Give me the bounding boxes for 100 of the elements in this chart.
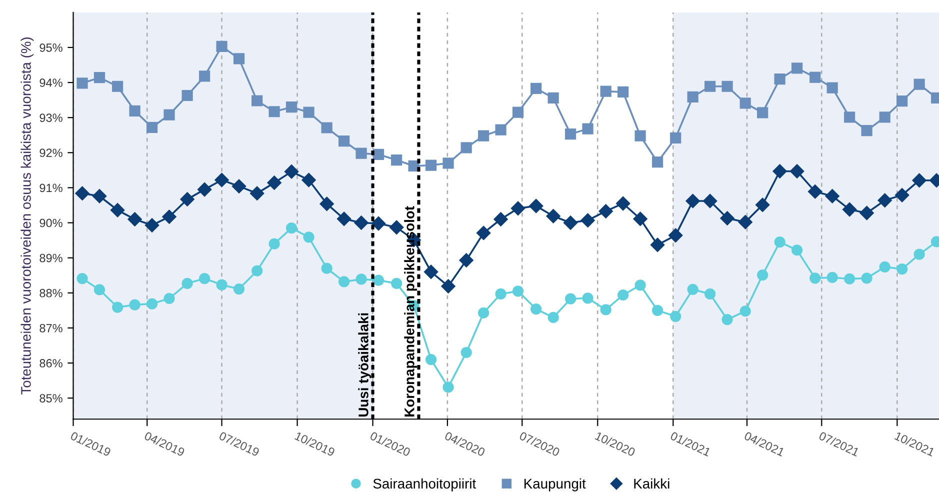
point bbox=[286, 102, 298, 113]
point bbox=[687, 284, 698, 295]
ref-line-label: Uusi työaikalaki bbox=[358, 313, 372, 417]
point bbox=[495, 124, 506, 136]
point bbox=[303, 232, 314, 243]
point bbox=[650, 238, 665, 252]
point bbox=[582, 123, 594, 134]
point bbox=[896, 264, 908, 275]
point bbox=[198, 70, 210, 82]
point bbox=[860, 206, 874, 220]
point bbox=[162, 210, 176, 224]
y-tick-label: 95% bbox=[40, 43, 62, 52]
point bbox=[600, 86, 612, 97]
point bbox=[564, 128, 576, 140]
point bbox=[652, 304, 664, 316]
point bbox=[720, 211, 734, 226]
point bbox=[563, 216, 578, 230]
legend-label: Kaikki bbox=[634, 478, 670, 489]
point bbox=[757, 269, 768, 281]
point bbox=[146, 122, 158, 133]
point bbox=[391, 278, 402, 289]
point bbox=[894, 188, 910, 202]
point bbox=[616, 196, 630, 211]
legend-label: Sairaanhoitopiirit bbox=[373, 478, 476, 492]
point bbox=[878, 193, 892, 208]
point bbox=[825, 189, 840, 204]
point bbox=[144, 218, 160, 232]
point bbox=[442, 158, 454, 169]
point bbox=[738, 214, 752, 230]
point bbox=[774, 73, 786, 85]
point bbox=[686, 194, 700, 208]
point bbox=[687, 91, 698, 102]
point bbox=[128, 212, 142, 226]
point bbox=[354, 216, 368, 230]
y-axis-title: Toteutuneiden vuorotoiveiden osuus kaikista vuoroista (%) bbox=[20, 38, 34, 395]
y-tick-label: 85% bbox=[40, 394, 62, 402]
point bbox=[284, 164, 299, 179]
point bbox=[321, 122, 332, 134]
point bbox=[180, 192, 194, 206]
point bbox=[478, 130, 490, 142]
point bbox=[670, 310, 682, 322]
point bbox=[424, 264, 438, 279]
point bbox=[879, 112, 890, 123]
point bbox=[564, 293, 576, 304]
point bbox=[182, 278, 193, 289]
point bbox=[722, 314, 733, 326]
point bbox=[459, 253, 474, 268]
point bbox=[478, 307, 490, 318]
point bbox=[861, 272, 872, 284]
point bbox=[861, 125, 872, 136]
y-tick-label: 92% bbox=[40, 148, 62, 158]
point bbox=[321, 262, 332, 274]
point bbox=[425, 354, 437, 366]
point bbox=[338, 136, 350, 147]
point bbox=[598, 204, 613, 218]
point bbox=[129, 299, 140, 310]
point bbox=[512, 106, 524, 118]
point bbox=[826, 82, 838, 94]
point bbox=[110, 203, 125, 218]
point bbox=[391, 154, 402, 166]
point bbox=[441, 279, 456, 294]
point bbox=[268, 238, 280, 250]
point bbox=[879, 261, 890, 273]
point bbox=[634, 280, 646, 291]
point bbox=[336, 212, 352, 226]
point bbox=[791, 244, 803, 256]
point bbox=[76, 78, 88, 89]
point bbox=[652, 156, 664, 168]
y-tick-label: 93% bbox=[40, 114, 62, 122]
y-tick-label: 88% bbox=[40, 288, 62, 298]
point bbox=[233, 53, 245, 64]
y-tick-label: 94% bbox=[40, 78, 62, 87]
point bbox=[844, 112, 856, 123]
point bbox=[528, 198, 544, 214]
point bbox=[164, 292, 175, 304]
ref-line-label: Koronapandemian poikkeusolot bbox=[404, 206, 418, 416]
y-tick-label: 86% bbox=[40, 359, 62, 368]
point bbox=[546, 209, 560, 224]
point bbox=[791, 62, 803, 74]
point bbox=[303, 106, 314, 118]
point bbox=[844, 273, 856, 284]
point bbox=[476, 226, 491, 240]
point bbox=[76, 272, 88, 284]
point bbox=[722, 80, 733, 92]
point bbox=[338, 276, 350, 288]
point bbox=[600, 304, 612, 316]
point bbox=[580, 213, 595, 228]
point bbox=[618, 289, 629, 301]
point bbox=[702, 194, 718, 208]
point bbox=[548, 92, 559, 104]
point bbox=[774, 236, 786, 248]
point bbox=[633, 212, 648, 226]
point bbox=[250, 186, 264, 200]
point bbox=[371, 216, 386, 231]
y-tick-label: 87% bbox=[40, 324, 62, 332]
point bbox=[896, 96, 908, 107]
point bbox=[914, 248, 925, 260]
point bbox=[808, 184, 822, 199]
point bbox=[182, 90, 193, 102]
point bbox=[129, 105, 140, 116]
